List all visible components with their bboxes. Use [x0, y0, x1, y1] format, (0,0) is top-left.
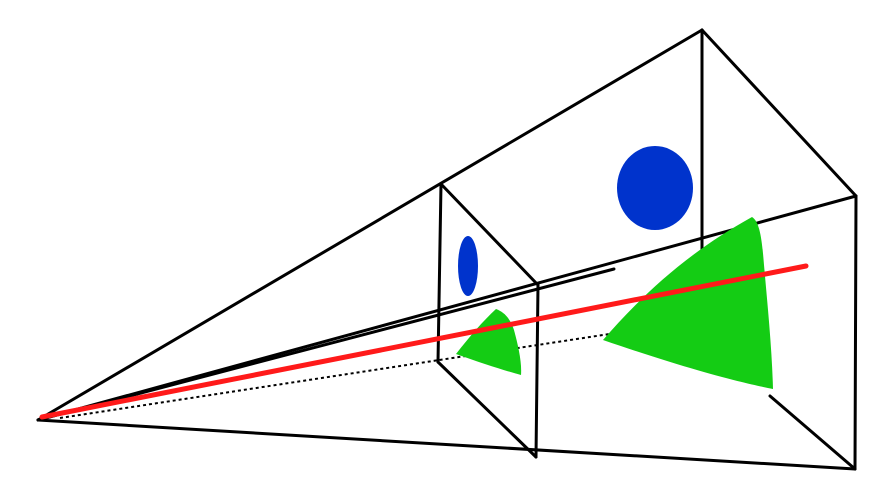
frustum-edge-bottom	[36, 418, 857, 471]
projection-ray	[39, 263, 809, 420]
near-plane-edge-top	[439, 182, 540, 287]
frustum-edge-top	[36, 28, 704, 422]
near-plane-circle	[458, 236, 478, 296]
frustum-edge-right-mid	[36, 194, 858, 422]
near-plane-edge-left	[436, 182, 443, 364]
frustum-edge-inner	[36, 267, 616, 422]
camera-frustum	[36, 28, 858, 471]
far-plane-edge-top	[700, 28, 858, 198]
far-plane-edge-bottom	[768, 394, 857, 471]
near-plane-edge-bottom	[436, 360, 538, 459]
far-plane-circle	[617, 146, 693, 230]
near-plane-edge-right	[534, 283, 540, 459]
far-plane-edge-right	[853, 194, 858, 471]
hidden-ray-segment	[59, 332, 617, 419]
far-plane-triangle	[603, 217, 773, 389]
